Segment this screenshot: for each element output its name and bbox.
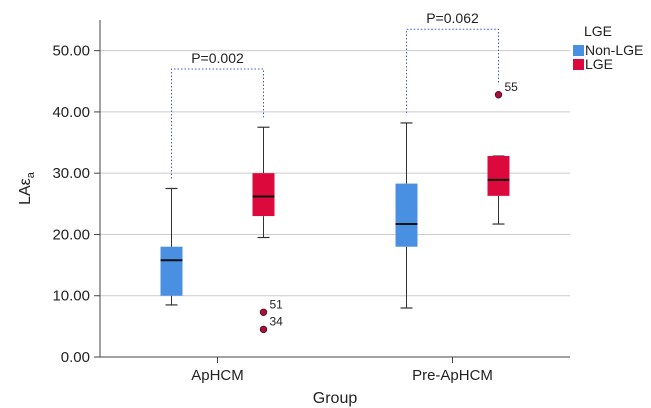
outlier-point (259, 308, 268, 316)
p-value-bracket: P=0.002 (171, 50, 264, 179)
iqr-box (487, 156, 510, 196)
y-tick-label: 0.00 (61, 349, 90, 366)
box-non-lge-pre-aphcm (395, 122, 418, 309)
bracket-line (406, 28, 499, 113)
iqr-box (160, 246, 183, 296)
p-value-bracket: P=0.062 (406, 10, 499, 113)
p-value-label: P=0.062 (426, 10, 479, 26)
bracket-line (171, 68, 264, 179)
legend-label: Non-LGE (585, 42, 643, 58)
x-tick-labels: ApHCM Pre-ApHCM (191, 357, 493, 384)
p-value-label: P=0.002 (191, 50, 244, 66)
legend-swatch (573, 45, 584, 56)
outlier-point (259, 325, 268, 334)
box-lge-pre-aphcm: 55 (487, 80, 519, 225)
legend-swatch (573, 59, 584, 70)
outlier-label: 34 (270, 314, 284, 328)
iqr-box (252, 173, 275, 217)
outlier-point (494, 91, 503, 99)
y-tick-label: 20.00 (52, 226, 90, 243)
x-tick-label: ApHCM (191, 367, 244, 384)
box-non-lge-aphcm (160, 187, 183, 306)
legend-entry: Non-LGE (573, 42, 643, 58)
iqr-box (395, 183, 418, 247)
legend-title: LGE (584, 23, 612, 39)
axes (99, 20, 570, 358)
legend-entry: LGE (573, 56, 613, 72)
y-tick-labels: 0.00 10.00 20.00 30.00 40.00 50.00 (52, 43, 100, 366)
y-tick-label: 40.00 (52, 104, 90, 121)
outlier-label: 55 (505, 80, 519, 94)
y-tick-label: 10.00 (52, 288, 90, 305)
y-tick-label: 30.00 (52, 165, 90, 182)
x-axis-title: Group (313, 390, 358, 407)
y-tick-label: 50.00 (52, 43, 90, 60)
legend-label: LGE (585, 56, 613, 72)
outlier-label: 51 (270, 297, 284, 311)
y-axis-title-sub: a (25, 171, 37, 178)
y-axis-title-main: LAε (17, 178, 34, 205)
y-axis-title: LAεa (17, 171, 37, 205)
p-value-brackets: P=0.002 P=0.062 (171, 10, 499, 179)
grid-lines (100, 50, 570, 297)
x-tick-label: Pre-ApHCM (412, 367, 493, 384)
